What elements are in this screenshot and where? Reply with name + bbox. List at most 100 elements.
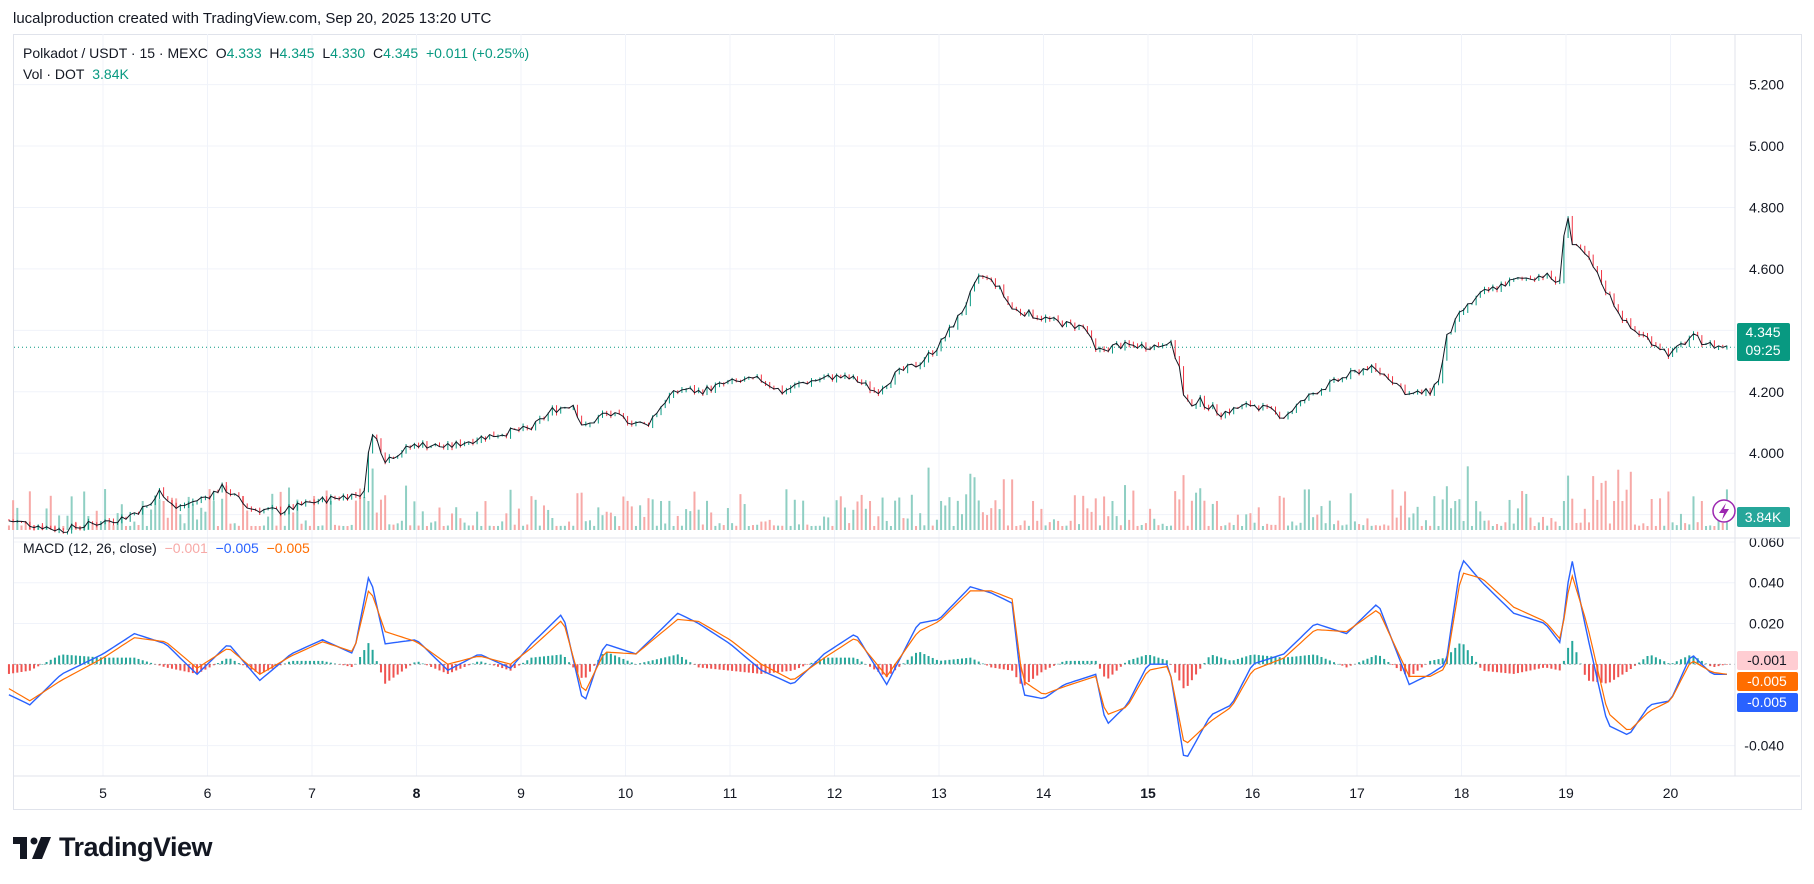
volume-bar bbox=[1287, 525, 1290, 530]
macd-hist-bar bbox=[120, 657, 123, 665]
macd-hist-bar bbox=[225, 658, 228, 665]
macd-hist-bar bbox=[1721, 664, 1724, 666]
volume-bar bbox=[1111, 500, 1114, 530]
volume-bar bbox=[438, 507, 441, 530]
volume-bar bbox=[601, 515, 604, 530]
macd-hist-bar bbox=[1274, 656, 1277, 665]
volume-bar bbox=[1709, 525, 1712, 530]
macd-hist-bar bbox=[1149, 655, 1152, 665]
volume-bar bbox=[1316, 514, 1319, 530]
volume-bar bbox=[735, 525, 738, 530]
macd-hist-bar bbox=[601, 654, 604, 665]
macd-hist-bar bbox=[112, 657, 115, 665]
macd-hist-bar bbox=[940, 660, 943, 665]
macd-hist-bar bbox=[1082, 660, 1085, 665]
macd-hist-bar bbox=[588, 664, 591, 672]
macd-hist-bar bbox=[442, 664, 445, 673]
macd-hist-bar bbox=[1521, 664, 1524, 673]
volume-bar bbox=[342, 525, 345, 530]
macd-hist-bar bbox=[145, 661, 148, 665]
volume-bar bbox=[873, 525, 876, 530]
macd-hist-bar bbox=[1044, 664, 1047, 670]
volume-bar bbox=[1450, 508, 1453, 530]
volume-bar bbox=[1659, 498, 1662, 530]
macd-hist-bar bbox=[956, 658, 959, 665]
volume-bar bbox=[1508, 499, 1511, 530]
macd-tick-label: -0.040 bbox=[1744, 738, 1784, 754]
tradingview-logo[interactable]: TradingView bbox=[13, 832, 213, 863]
volume-bar bbox=[634, 525, 637, 530]
macd-hist-bar bbox=[1667, 663, 1670, 665]
macd-hist-bar bbox=[806, 664, 809, 665]
volume-bar bbox=[91, 524, 94, 530]
macd-hist-bar bbox=[1027, 664, 1030, 683]
macd-hist-bar bbox=[1717, 664, 1720, 667]
macd-hist-bar bbox=[793, 664, 796, 670]
volume-bar bbox=[538, 525, 541, 530]
macd-hist-bar bbox=[1328, 660, 1331, 665]
volume-bar bbox=[158, 499, 161, 530]
macd-hist-bar bbox=[1458, 643, 1461, 665]
macd-hist-bar bbox=[384, 664, 387, 684]
volume-bar bbox=[283, 525, 286, 530]
volume-bar bbox=[1261, 525, 1264, 530]
macd-hist-bar bbox=[28, 664, 31, 671]
macd-hist-bar bbox=[1128, 660, 1131, 665]
volume-bar bbox=[848, 523, 851, 530]
volume-bar bbox=[944, 505, 947, 530]
macd-hist-bar bbox=[480, 661, 483, 665]
volume-bar bbox=[1596, 499, 1599, 530]
macd-hist-bar bbox=[889, 664, 892, 674]
volume-bar bbox=[1069, 520, 1072, 530]
volume-bar bbox=[434, 521, 437, 530]
volume-bar bbox=[1236, 514, 1239, 530]
volume-bar bbox=[894, 500, 897, 530]
volume-bar bbox=[1688, 524, 1691, 530]
macd-hist-bar bbox=[1207, 657, 1210, 665]
volume-bar bbox=[296, 499, 299, 530]
volume-bar bbox=[1115, 516, 1118, 530]
macd-hist-bar bbox=[196, 664, 199, 674]
volume-bar bbox=[697, 509, 700, 530]
macd-hist-bar bbox=[1466, 650, 1469, 665]
chart-frame[interactable] bbox=[13, 34, 1802, 810]
volume-bar bbox=[948, 497, 951, 530]
volume-bar bbox=[1232, 524, 1235, 530]
macd-hist-bar bbox=[660, 658, 663, 665]
volume-bar bbox=[1241, 525, 1244, 530]
volume-bar bbox=[1303, 489, 1306, 530]
macd-hist-bar bbox=[1575, 652, 1578, 665]
volume-bar bbox=[710, 512, 713, 530]
volume-bar bbox=[1567, 475, 1570, 530]
volume-label: Vol · DOT bbox=[23, 66, 85, 82]
volume-bar bbox=[1462, 521, 1465, 530]
macd-hist-bar bbox=[1475, 661, 1478, 665]
volume-bar bbox=[818, 525, 821, 530]
volume-bar bbox=[739, 494, 742, 530]
macd-hist-bar bbox=[53, 657, 56, 665]
macd-hist-bar bbox=[1040, 664, 1043, 673]
volume-bar bbox=[919, 513, 922, 530]
macd-hist-bar bbox=[1011, 664, 1014, 671]
volume-bar bbox=[747, 525, 750, 530]
lightning-icon[interactable] bbox=[1712, 499, 1736, 523]
volume-bar bbox=[856, 501, 859, 530]
volume-bar bbox=[622, 496, 625, 530]
volume-bar bbox=[1483, 520, 1486, 530]
volume-bar bbox=[676, 515, 679, 530]
volume-bar bbox=[935, 519, 938, 530]
macd-hist-bar bbox=[915, 652, 918, 665]
volume-bar bbox=[869, 500, 872, 530]
volume-bar bbox=[1387, 525, 1390, 530]
macd-hist-bar bbox=[1002, 664, 1005, 670]
macd-hist-bar bbox=[873, 664, 876, 670]
macd-hist-bar bbox=[1659, 659, 1662, 665]
macd-hist-bar bbox=[455, 664, 458, 671]
volume-bar bbox=[1245, 514, 1248, 530]
macd-hist-bar bbox=[409, 664, 412, 666]
volume-bar bbox=[806, 524, 809, 530]
macd-hist-bar bbox=[317, 660, 320, 665]
macd-hist-bar bbox=[308, 660, 311, 665]
